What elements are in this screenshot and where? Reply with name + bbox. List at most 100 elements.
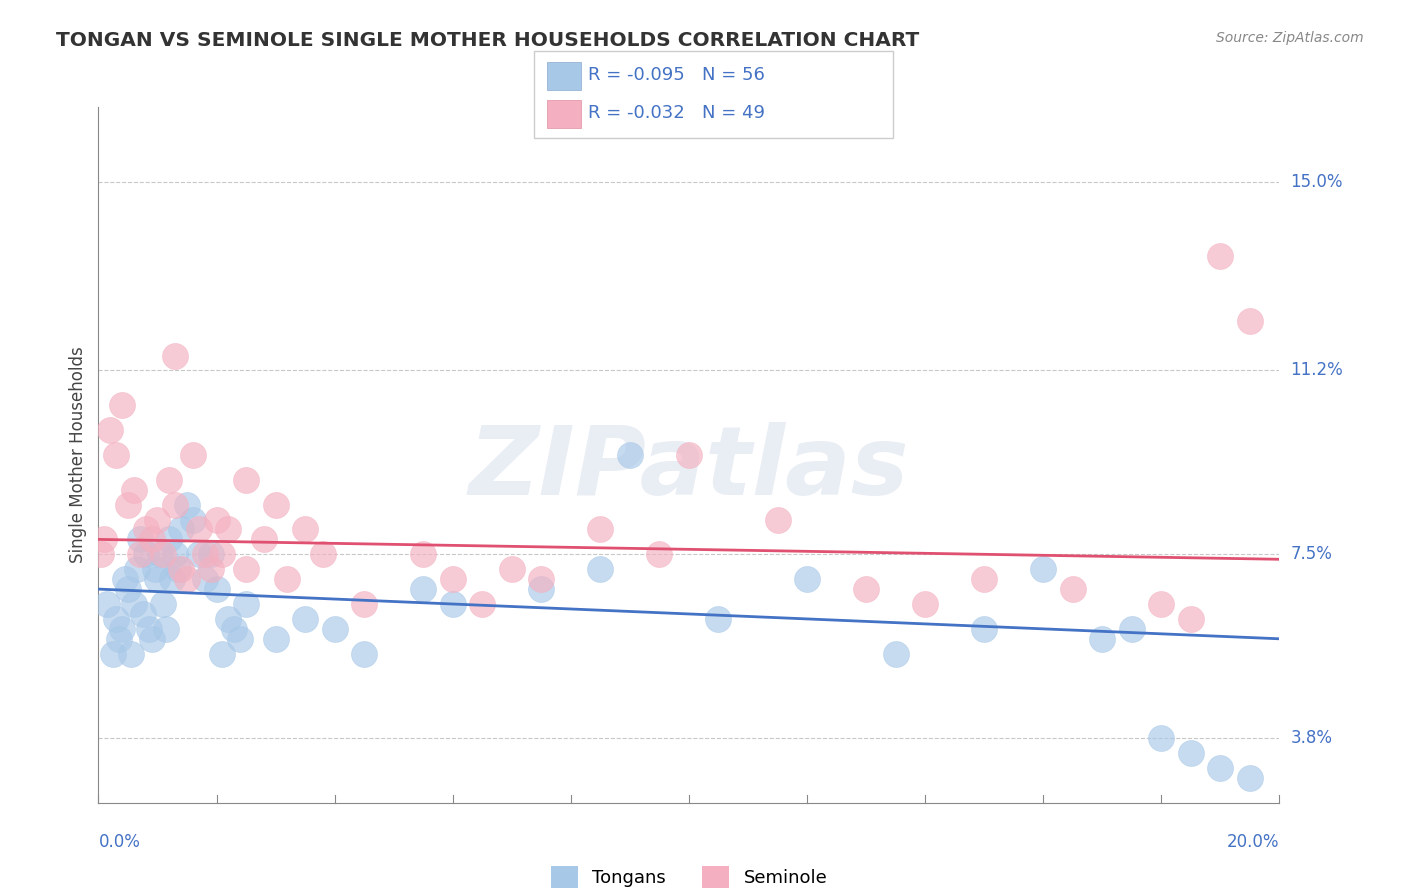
Text: 11.2%: 11.2% bbox=[1291, 361, 1343, 379]
Point bbox=[103, 647, 125, 661]
Text: R = -0.095   N = 56: R = -0.095 N = 56 bbox=[588, 66, 765, 84]
Point bbox=[135, 547, 157, 561]
Point bbox=[146, 572, 169, 586]
Point bbox=[235, 562, 257, 576]
Point bbox=[1239, 314, 1261, 328]
Point bbox=[108, 632, 131, 646]
Point bbox=[229, 632, 252, 646]
Point bbox=[194, 572, 217, 586]
Point bbox=[648, 547, 671, 561]
Point bbox=[165, 498, 187, 512]
Point bbox=[294, 523, 316, 537]
Point bbox=[128, 533, 150, 547]
Point bbox=[105, 448, 128, 462]
Text: 15.0%: 15.0% bbox=[1291, 172, 1343, 191]
Point bbox=[117, 498, 139, 512]
Point bbox=[165, 349, 187, 363]
Point bbox=[122, 597, 145, 611]
Text: 0.0%: 0.0% bbox=[98, 833, 141, 851]
Text: ZIPatlas: ZIPatlas bbox=[468, 422, 910, 516]
Point bbox=[412, 547, 434, 561]
Point bbox=[224, 622, 246, 636]
Point bbox=[141, 533, 163, 547]
Point bbox=[1091, 632, 1114, 646]
Point bbox=[235, 597, 257, 611]
Point bbox=[973, 572, 995, 586]
Point bbox=[884, 647, 907, 661]
Point bbox=[1121, 622, 1143, 636]
Point bbox=[276, 572, 298, 586]
Point bbox=[117, 582, 139, 596]
Point bbox=[1180, 746, 1202, 760]
Point bbox=[157, 533, 180, 547]
Point bbox=[530, 582, 553, 596]
Point bbox=[162, 572, 183, 586]
Point bbox=[170, 562, 193, 576]
Point bbox=[176, 498, 198, 512]
Point bbox=[264, 632, 287, 646]
Point bbox=[141, 632, 163, 646]
Point bbox=[353, 597, 375, 611]
Point bbox=[181, 448, 204, 462]
Point bbox=[96, 597, 118, 611]
Point bbox=[205, 512, 228, 526]
Legend: Tongans, Seminole: Tongans, Seminole bbox=[551, 865, 827, 888]
Point bbox=[217, 523, 239, 537]
Point bbox=[111, 622, 134, 636]
Text: Source: ZipAtlas.com: Source: ZipAtlas.com bbox=[1216, 31, 1364, 45]
Point bbox=[125, 562, 148, 576]
Point bbox=[98, 423, 121, 437]
Point bbox=[217, 612, 239, 626]
Point bbox=[1062, 582, 1084, 596]
Point bbox=[973, 622, 995, 636]
Point bbox=[1239, 771, 1261, 785]
Point bbox=[855, 582, 877, 596]
Point bbox=[211, 647, 233, 661]
Text: TONGAN VS SEMINOLE SINGLE MOTHER HOUSEHOLDS CORRELATION CHART: TONGAN VS SEMINOLE SINGLE MOTHER HOUSEHO… bbox=[56, 31, 920, 50]
Point bbox=[200, 547, 222, 561]
Point bbox=[589, 523, 612, 537]
Point bbox=[146, 512, 169, 526]
Point bbox=[165, 547, 187, 561]
Point bbox=[441, 597, 464, 611]
Point bbox=[312, 547, 335, 561]
Point bbox=[143, 562, 166, 576]
Point bbox=[200, 562, 222, 576]
Point bbox=[170, 523, 193, 537]
Text: R = -0.032   N = 49: R = -0.032 N = 49 bbox=[588, 104, 765, 122]
Point bbox=[152, 547, 174, 561]
Point bbox=[235, 473, 257, 487]
Point bbox=[157, 473, 180, 487]
Point bbox=[1150, 597, 1173, 611]
Point bbox=[441, 572, 464, 586]
Point bbox=[187, 523, 209, 537]
Point bbox=[1150, 731, 1173, 746]
Point bbox=[120, 647, 142, 661]
Point bbox=[1209, 761, 1232, 775]
Point bbox=[128, 547, 150, 561]
Point bbox=[589, 562, 612, 576]
Point bbox=[155, 622, 177, 636]
Point bbox=[294, 612, 316, 626]
Point bbox=[176, 572, 198, 586]
Point bbox=[1209, 249, 1232, 263]
Point bbox=[111, 398, 134, 412]
Point bbox=[135, 523, 157, 537]
Point bbox=[114, 572, 136, 586]
Point bbox=[152, 597, 174, 611]
Point bbox=[530, 572, 553, 586]
Point bbox=[353, 647, 375, 661]
Point bbox=[187, 547, 209, 561]
Point bbox=[323, 622, 346, 636]
Point bbox=[619, 448, 641, 462]
Point bbox=[122, 483, 145, 497]
Point bbox=[796, 572, 818, 586]
Point bbox=[205, 582, 228, 596]
Point bbox=[253, 533, 276, 547]
Point bbox=[1180, 612, 1202, 626]
Point bbox=[707, 612, 730, 626]
Point bbox=[167, 562, 190, 576]
Text: 3.8%: 3.8% bbox=[1291, 729, 1333, 747]
Point bbox=[138, 622, 160, 636]
Point bbox=[90, 547, 112, 561]
